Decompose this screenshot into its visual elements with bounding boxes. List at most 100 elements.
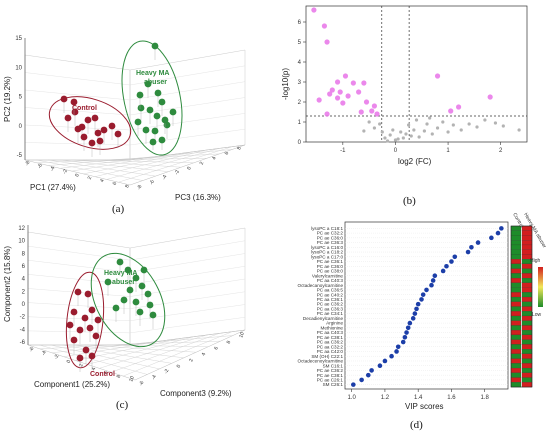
d-heat-cell [521,353,533,359]
d-heat-cell [510,363,522,369]
b-x-tick-label: 2 [499,148,503,154]
panel-c-y-axis-label: Component2 (15.8%) [3,246,12,322]
b-point-significant [358,109,364,115]
c-point-abuser [116,258,124,266]
d-heat-border [510,225,533,388]
a-wall-gridline [129,97,246,116]
a-point-abuser [134,118,142,126]
b-point-nonsignificant [401,136,405,140]
c-x-tick: 2 [78,363,85,368]
d-heat-cell [521,344,533,350]
b-y-tick-label: 3 [298,80,302,86]
panel-c-floor-grid [39,331,233,377]
d-heat-cell [521,230,533,236]
c-floor-gridline [63,339,169,357]
panel-c-right-wall [129,227,246,346]
c-z-tick: -6 [138,380,145,386]
c-point-abuser [149,311,157,319]
panel-d-heat-legend-high: High [530,258,541,264]
a-point-control [91,114,99,122]
b-point-nonsignificant [428,116,432,120]
panel-b-y-ticks: 0 1 2 3 4 5 6 [298,20,306,146]
c-floor-gridline [50,344,160,370]
d-heat-cell [521,339,533,345]
c-y-tick: -6 [20,340,26,346]
c-x-tick: -4 [41,350,48,356]
d-heat-cell [521,277,533,284]
d-heat-cell [510,349,522,355]
c-x-tick: 0 [66,359,73,364]
panel-c-label: (c) [116,399,129,411]
d-heat-cell [521,282,533,288]
panel-a-abuser-label-line2: abuser [144,79,167,86]
d-heat-cell [510,249,522,255]
d-heat-cell [521,320,533,326]
d-feature-label: PC aa C36:5 [317,288,344,293]
a-point-abuser [144,80,152,88]
panel-c-floor [27,329,246,381]
a-floor-gridline [106,148,220,180]
a-point-abuser [149,138,157,146]
a-y-tick: 10 [15,65,22,71]
a-point-abuser [154,89,162,97]
panel-b-x-axis-label: log2 (FC) [398,157,432,166]
a-x-tick: -4 [49,166,56,172]
a-floor-gridline [48,159,156,177]
d-heat-cell [521,235,533,241]
c-point-control [88,306,96,314]
a-point-abuser [158,98,166,106]
d-vip-point [407,320,413,326]
d-feature-label: lysoPC a C18:1 [311,226,343,231]
b-point-significant [345,93,351,99]
a-wall-gridline [129,128,246,146]
c-point-abuser [144,290,152,298]
d-heat-cell [521,358,533,364]
panel-a-control-label: Control [72,105,97,112]
d-vip-point [415,301,421,307]
b-y-tick-label: 1 [298,120,302,126]
a-point-abuser [153,112,161,120]
c-y-tick: 6 [22,264,26,270]
d-feature-label: SM C16:1 [323,363,344,368]
c-wall-gridline [27,245,131,261]
a-point-control [71,108,79,116]
panel-d-points [351,226,504,387]
d-heat-cell [521,292,533,298]
a-point-abuser [169,108,177,116]
b-point-nonsignificant [399,130,403,134]
c-z-tick: 2 [188,358,195,363]
d-heat-cell [521,306,533,312]
a-z-tick: 8 [236,146,243,151]
d-heat-cell [510,301,522,307]
a-y-tick: 15 [15,36,22,42]
c-z-tick: 10 [238,331,246,338]
d-vip-point [389,353,394,359]
d-heat-cell [521,334,533,340]
d-heat-cell [510,377,522,383]
b-y-tick-label: 0 [298,140,302,146]
d-heat-cell [510,358,522,364]
d-feature-label: PC aa C36:1 [317,297,344,302]
a-z-tick: -6 [149,179,156,185]
d-vip-point [465,249,471,255]
a-z-tick: 4 [211,156,218,161]
a-point-control [84,116,92,124]
d-vip-point [369,368,374,373]
d-feature-label: PC aa C36:2 [317,340,344,345]
b-point-significant [369,108,375,114]
b-point-nonsignificant [404,132,408,136]
a-x-tick: 8 [124,184,131,189]
panel-d-vip-plot: lysoPC a C18:1PC ae C32:2PC ae C36:0PC a… [298,212,548,431]
d-heat-cell [510,277,522,284]
panel-b-volcano-plot: 0 1 2 3 4 5 6 -1 0 1 2 -log10(p) log2 (FC) (b) [281,5,528,207]
d-vip-point [359,377,364,383]
d-heat-cell [521,372,533,378]
a-floor-gridline [59,159,169,172]
c-point-control [74,288,82,296]
b-point-significant [334,95,341,101]
panel-c-points [66,258,157,372]
d-heat-cell [521,240,533,246]
d-heat-cell [510,306,522,312]
d-vip-point [400,339,406,345]
